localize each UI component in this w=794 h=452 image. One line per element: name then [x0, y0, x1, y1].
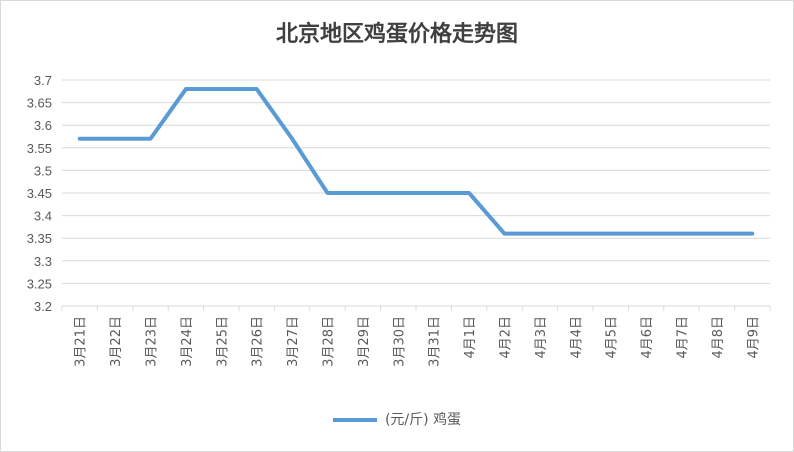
y-tick-label: 3.45 [27, 186, 52, 201]
x-tick-label: 3月31日 [428, 316, 443, 367]
data-point [644, 232, 648, 236]
data-point [715, 232, 719, 236]
data-point [432, 191, 436, 195]
data-point [609, 232, 613, 236]
x-tick-label: 3月30日 [392, 316, 407, 367]
series-line [77, 87, 755, 236]
data-point [750, 232, 754, 236]
x-tick-label: 3月27日 [286, 316, 301, 367]
x-tick-label: 3月29日 [357, 316, 372, 367]
data-point [326, 191, 329, 195]
data-point [361, 191, 365, 195]
x-tick-label: 4月6日 [640, 316, 655, 359]
data-point [290, 137, 294, 141]
x-tick-label: 3月23日 [145, 316, 160, 367]
y-tick-label: 3.5 [34, 163, 52, 178]
y-tick-label: 3.25 [27, 276, 52, 291]
x-tick-label: 4月4日 [569, 316, 584, 359]
x-tick-label: 4月8日 [711, 316, 726, 359]
x-tick-label: 3月22日 [109, 316, 124, 367]
y-tick-label: 3.35 [27, 231, 52, 246]
data-point [219, 87, 223, 91]
data-point [149, 137, 152, 141]
legend: (元/斤) 鸡蛋 [0, 409, 794, 429]
y-tick-label: 3.3 [34, 254, 52, 269]
y-tick-label: 3.4 [34, 209, 52, 224]
x-tick-label: 4月1日 [463, 316, 478, 359]
data-point [467, 191, 471, 195]
data-point [503, 232, 506, 236]
data-point [113, 137, 117, 141]
data-point [255, 87, 259, 91]
data-point [184, 87, 188, 91]
x-tick-label: 4月9日 [746, 316, 761, 359]
y-tick-label: 3.2 [34, 299, 52, 314]
x-tick-label: 3月26日 [251, 316, 266, 367]
legend-swatch [332, 418, 377, 422]
y-tick-label: 3.6 [34, 118, 52, 133]
x-tick-label: 4月2日 [499, 316, 514, 359]
data-point [573, 232, 577, 236]
chart-title: 北京地区鸡蛋价格走势图 [275, 22, 518, 47]
legend-label: (元/斤) 鸡蛋 [384, 412, 462, 428]
data-point [78, 137, 82, 141]
x-tick-label: 3月28日 [322, 316, 337, 367]
y-tick-label: 3.7 [34, 73, 52, 88]
x-tick-label: 4月3日 [534, 316, 549, 359]
x-tick-label: 4月5日 [605, 316, 620, 359]
data-point [680, 232, 683, 236]
x-tick-label: 4月7日 [676, 316, 691, 359]
data-point [396, 191, 400, 195]
x-tick-label: 3月24日 [180, 316, 195, 367]
x-tick-label: 3月21日 [74, 316, 89, 367]
data-point [538, 232, 542, 236]
y-tick-label: 3.65 [27, 96, 52, 111]
y-tick-label: 3.55 [27, 141, 52, 156]
x-tick-label: 3月25日 [215, 316, 230, 367]
